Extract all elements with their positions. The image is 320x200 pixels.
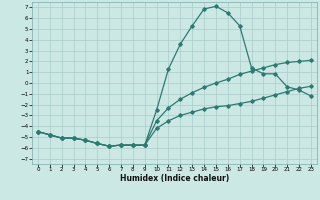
X-axis label: Humidex (Indice chaleur): Humidex (Indice chaleur) bbox=[120, 174, 229, 183]
